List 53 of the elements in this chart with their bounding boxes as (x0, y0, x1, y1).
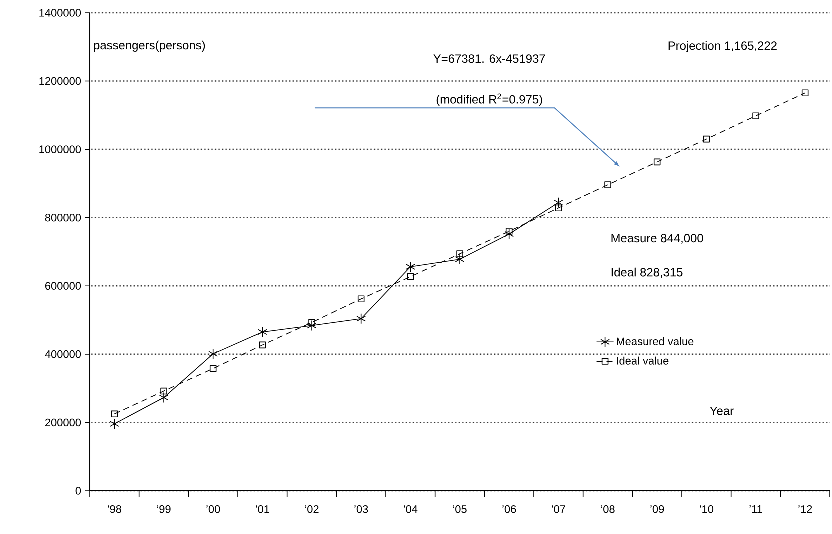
x-tick-label: ’01 (256, 505, 270, 514)
x-tick-label: ’99 (157, 505, 171, 514)
x-tick-label: ’00 (206, 505, 220, 514)
x-tick-label: ’10 (700, 505, 714, 514)
y-tick-label: 600000 (46, 282, 82, 290)
x-tick-label: ’08 (601, 505, 615, 514)
point (554, 197, 564, 208)
point (210, 365, 217, 372)
point (504, 228, 514, 240)
annotation: (modified R$^{2}$=0.975) (436, 94, 542, 106)
x-tick-label: ’07 (552, 505, 566, 514)
x-tick-label: ’02 (305, 505, 319, 514)
y-tick-label: 1000000 (40, 146, 82, 154)
point (208, 348, 218, 360)
point (703, 136, 710, 143)
x-tick-label: ’05 (453, 505, 467, 514)
annotation: Ideal 828,315 (612, 268, 683, 278)
x-tick-label: ’04 (404, 505, 418, 514)
y-tick-label: 1400000 (40, 9, 82, 17)
y-axis-title: passengers(persons) (94, 40, 206, 52)
legend-label: Ideal value (617, 356, 669, 365)
y-tick-label: 1200000 (40, 77, 82, 86)
point (259, 342, 266, 349)
x-tick-label: ’12 (798, 505, 812, 514)
annotation: Measure 844,000 (612, 234, 704, 244)
point (455, 254, 465, 265)
point (407, 274, 414, 280)
point (111, 410, 118, 418)
point (110, 418, 120, 430)
point (654, 158, 661, 166)
point (258, 326, 268, 338)
x-axis-title: Year (710, 406, 734, 416)
y-tick-label: 400000 (45, 350, 82, 358)
x-tick-label: ’09 (650, 505, 664, 514)
point (802, 90, 809, 97)
point (406, 262, 416, 272)
point (752, 112, 760, 120)
annotation: Projection 1,165,222 (668, 41, 777, 52)
point (358, 296, 365, 302)
point (506, 228, 513, 235)
point (604, 182, 612, 188)
x-tick-label: ’06 (502, 505, 516, 514)
point (307, 320, 317, 332)
y-tick-label: 200000 (45, 418, 82, 427)
legend-label: Measured value (617, 337, 694, 346)
point (356, 314, 366, 324)
x-tick-label: ’98 (108, 505, 122, 514)
annotation: Y=67381. 6x-451937 (434, 54, 546, 64)
x-tick-label: ’03 (354, 505, 368, 514)
y-tick-label: 800000 (45, 214, 82, 222)
point (555, 204, 562, 212)
x-tick-label: ’11 (750, 505, 762, 513)
y-tick-label: 0 (76, 487, 82, 495)
